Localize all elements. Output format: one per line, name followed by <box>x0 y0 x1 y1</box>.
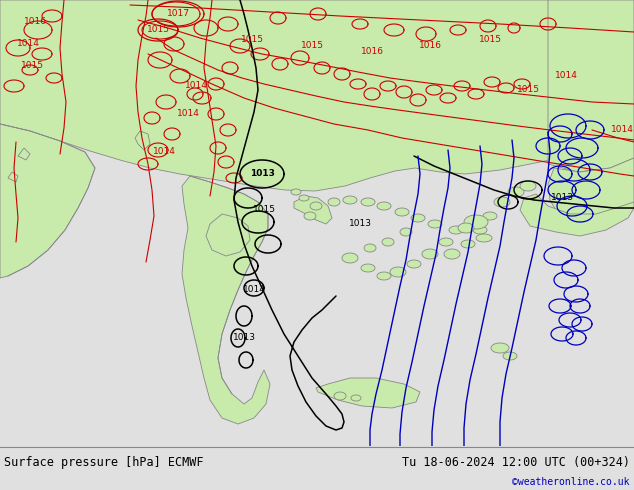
Text: 1014: 1014 <box>153 147 176 156</box>
Polygon shape <box>458 223 474 233</box>
Text: 1015: 1015 <box>479 35 501 45</box>
Text: 1014: 1014 <box>16 40 39 49</box>
Polygon shape <box>476 234 492 242</box>
Text: 1013: 1013 <box>349 220 372 228</box>
Polygon shape <box>444 249 460 259</box>
Polygon shape <box>361 264 375 272</box>
Text: 1014: 1014 <box>243 286 266 294</box>
Polygon shape <box>8 172 18 182</box>
Polygon shape <box>182 176 270 424</box>
Polygon shape <box>291 189 301 195</box>
Polygon shape <box>548 158 634 222</box>
Polygon shape <box>520 181 536 191</box>
Text: 1017: 1017 <box>167 9 190 19</box>
Polygon shape <box>294 196 332 224</box>
Polygon shape <box>299 195 309 201</box>
Text: 1014: 1014 <box>555 72 578 80</box>
Text: 1016: 1016 <box>361 48 384 56</box>
Polygon shape <box>328 198 340 206</box>
Polygon shape <box>390 267 406 277</box>
Polygon shape <box>0 0 634 191</box>
Polygon shape <box>503 352 517 360</box>
Polygon shape <box>400 228 412 236</box>
Text: 1013: 1013 <box>233 334 256 343</box>
Text: 1015: 1015 <box>252 205 276 215</box>
Polygon shape <box>0 124 95 278</box>
Polygon shape <box>395 208 409 216</box>
Text: Surface pressure [hPa] ECMWF: Surface pressure [hPa] ECMWF <box>4 456 204 469</box>
Text: 1016: 1016 <box>23 18 46 26</box>
Polygon shape <box>351 395 361 401</box>
Polygon shape <box>343 196 357 204</box>
Polygon shape <box>206 214 250 256</box>
Text: Tu 18-06-2024 12:00 UTC (00+324): Tu 18-06-2024 12:00 UTC (00+324) <box>402 456 630 469</box>
Polygon shape <box>377 272 391 280</box>
Polygon shape <box>407 260 421 268</box>
Polygon shape <box>483 212 497 220</box>
Text: 1013: 1013 <box>550 194 574 202</box>
Polygon shape <box>310 202 322 210</box>
Polygon shape <box>494 197 510 207</box>
Polygon shape <box>364 244 376 252</box>
Text: 1014: 1014 <box>611 125 633 134</box>
Polygon shape <box>135 131 150 150</box>
Text: ©weatheronline.co.uk: ©weatheronline.co.uk <box>512 477 630 487</box>
Polygon shape <box>382 238 394 246</box>
Text: 1015: 1015 <box>146 25 169 34</box>
Polygon shape <box>377 202 391 210</box>
Polygon shape <box>304 212 316 220</box>
Polygon shape <box>548 0 634 172</box>
Polygon shape <box>449 226 463 234</box>
Polygon shape <box>422 249 438 259</box>
Polygon shape <box>439 238 453 246</box>
Polygon shape <box>411 214 425 222</box>
Text: 1015: 1015 <box>240 35 264 45</box>
Polygon shape <box>334 392 346 400</box>
Text: 1015: 1015 <box>20 62 44 71</box>
Polygon shape <box>508 187 524 197</box>
Text: 1013: 1013 <box>250 170 275 178</box>
Text: 1015: 1015 <box>301 42 323 50</box>
Text: 1015: 1015 <box>517 85 540 95</box>
Polygon shape <box>491 343 509 353</box>
Polygon shape <box>18 148 30 160</box>
Text: 1014: 1014 <box>176 109 200 119</box>
Polygon shape <box>361 198 375 206</box>
Polygon shape <box>461 240 475 248</box>
Polygon shape <box>428 220 442 228</box>
Polygon shape <box>473 226 487 234</box>
Polygon shape <box>316 378 420 408</box>
Polygon shape <box>342 253 358 263</box>
Text: 1016: 1016 <box>418 42 441 50</box>
Polygon shape <box>464 215 488 229</box>
Polygon shape <box>520 194 634 236</box>
Text: 1014: 1014 <box>184 81 207 91</box>
